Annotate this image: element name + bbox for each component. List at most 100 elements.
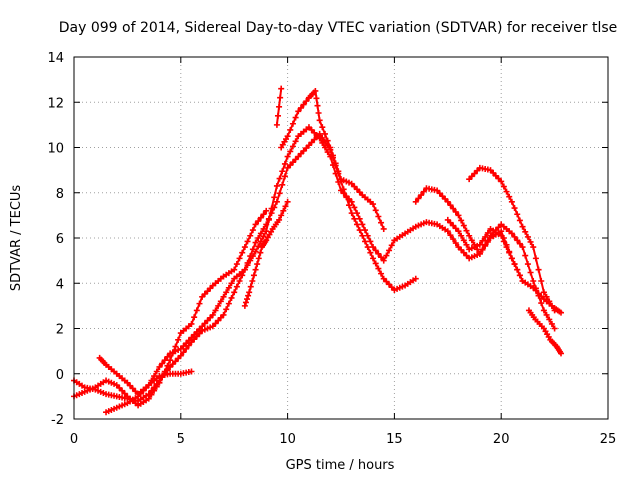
data-point	[247, 232, 254, 239]
data-point	[447, 232, 454, 239]
data-point	[380, 225, 387, 232]
data-point	[372, 260, 379, 267]
data-point	[354, 221, 361, 228]
data-point	[284, 153, 291, 160]
data-point	[188, 320, 195, 327]
data-point	[260, 211, 267, 218]
data-point	[516, 217, 523, 224]
data-point	[364, 232, 371, 239]
data-point	[455, 212, 462, 219]
data-point	[367, 238, 374, 245]
data-point	[191, 314, 198, 321]
data-point	[297, 104, 304, 111]
data-point	[540, 289, 547, 296]
data-point	[519, 244, 526, 251]
data-point	[282, 203, 289, 210]
data-point	[420, 188, 427, 195]
data-point	[455, 228, 462, 235]
series-track-10	[444, 216, 565, 316]
data-point	[315, 109, 322, 116]
data-point	[519, 223, 526, 230]
data-point	[303, 98, 310, 105]
data-point	[551, 325, 558, 332]
data-point	[239, 249, 246, 256]
data-point	[244, 262, 251, 269]
data-point	[247, 257, 254, 264]
axis-ticks: 0 5 10 15 20 25 -2 0 2 4 6 8 10 12 14	[47, 51, 616, 447]
data-point	[551, 307, 558, 314]
data-point	[316, 135, 323, 142]
data-point	[254, 261, 261, 268]
data-point	[314, 102, 321, 109]
data-point	[522, 252, 529, 259]
data-point	[263, 207, 270, 214]
data-point	[359, 221, 366, 228]
data-point	[508, 255, 515, 262]
data-point	[289, 143, 296, 150]
data-point	[231, 289, 238, 296]
data-point	[287, 126, 294, 133]
data-point	[458, 232, 465, 239]
data-point	[348, 210, 355, 217]
data-point	[231, 266, 238, 273]
data-point	[292, 138, 299, 145]
data-point	[548, 302, 555, 309]
data-point	[223, 306, 230, 313]
data-point	[463, 227, 470, 234]
data-point	[161, 357, 168, 364]
data-point	[300, 101, 307, 108]
data-point	[249, 227, 256, 234]
y-tick-label: 0	[56, 368, 64, 383]
data-point	[479, 237, 486, 244]
data-point	[265, 216, 272, 223]
data-point	[212, 307, 219, 314]
data-point	[364, 244, 371, 251]
data-point	[412, 198, 419, 205]
data-point	[327, 144, 334, 151]
data-point	[228, 280, 235, 287]
data-point	[351, 204, 358, 211]
data-point	[543, 311, 550, 318]
data-point	[257, 214, 264, 221]
data-point	[500, 183, 507, 190]
data-point	[255, 255, 262, 262]
data-point	[156, 363, 163, 370]
data-point	[354, 210, 361, 217]
data-point	[159, 360, 166, 367]
x-tick-label: 15	[386, 432, 403, 447]
data-point	[151, 387, 158, 394]
data-point	[460, 222, 467, 229]
data-point	[324, 149, 331, 156]
data-point	[145, 395, 152, 402]
data-point	[319, 139, 326, 146]
x-tick-label: 5	[177, 432, 185, 447]
data-point	[418, 192, 425, 199]
data-point	[276, 216, 283, 223]
data-point	[356, 215, 363, 222]
data-point	[558, 350, 565, 357]
data-point	[193, 307, 200, 314]
data-point	[271, 194, 278, 201]
data-point	[153, 383, 160, 390]
data-point	[268, 205, 275, 212]
data-point	[156, 379, 163, 386]
data-point	[370, 201, 377, 208]
data-point	[540, 307, 547, 314]
data-point	[482, 242, 489, 249]
data-point	[482, 233, 489, 240]
data-point	[255, 218, 262, 225]
data-point	[530, 244, 537, 251]
data-point	[335, 168, 342, 175]
data-point	[372, 247, 379, 254]
data-point	[375, 250, 382, 257]
data-point	[279, 181, 286, 188]
data-point	[257, 249, 264, 256]
data-point	[246, 289, 253, 296]
data-point	[498, 232, 505, 239]
data-point	[372, 207, 379, 214]
data-point	[514, 237, 521, 244]
data-point	[367, 249, 374, 256]
data-point	[260, 233, 267, 240]
data-point	[386, 247, 393, 254]
data-point	[415, 195, 422, 202]
